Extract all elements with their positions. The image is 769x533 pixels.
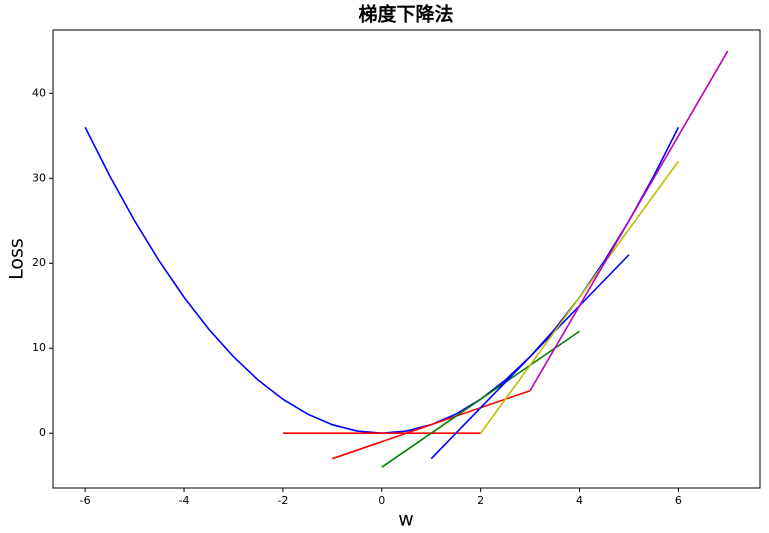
y-axis-label: Loss <box>6 238 28 280</box>
y-tick-label: 0 <box>39 426 46 439</box>
chart-title: 梯度下降法 <box>358 3 453 26</box>
y-tick-label: 20 <box>32 256 46 269</box>
line <box>430 254 630 460</box>
x-axis-label: w <box>398 509 414 531</box>
plot-frame <box>52 29 761 489</box>
x-tick-label: 6 <box>675 494 682 507</box>
x-tick-label: 2 <box>477 494 484 507</box>
x-tick-label: -4 <box>179 494 190 507</box>
y-tick-label: 30 <box>32 171 46 184</box>
line <box>381 330 580 468</box>
line <box>529 50 729 392</box>
y-tick-label: 40 <box>32 86 46 99</box>
line <box>332 389 531 460</box>
line <box>480 160 680 434</box>
x-tick-label: 4 <box>576 494 583 507</box>
y-tick-label: 10 <box>32 341 46 354</box>
x-tick-label: 0 <box>378 494 385 507</box>
x-tick-label: -6 <box>80 494 91 507</box>
line <box>84 126 680 434</box>
x-tick-label: -2 <box>277 494 288 507</box>
